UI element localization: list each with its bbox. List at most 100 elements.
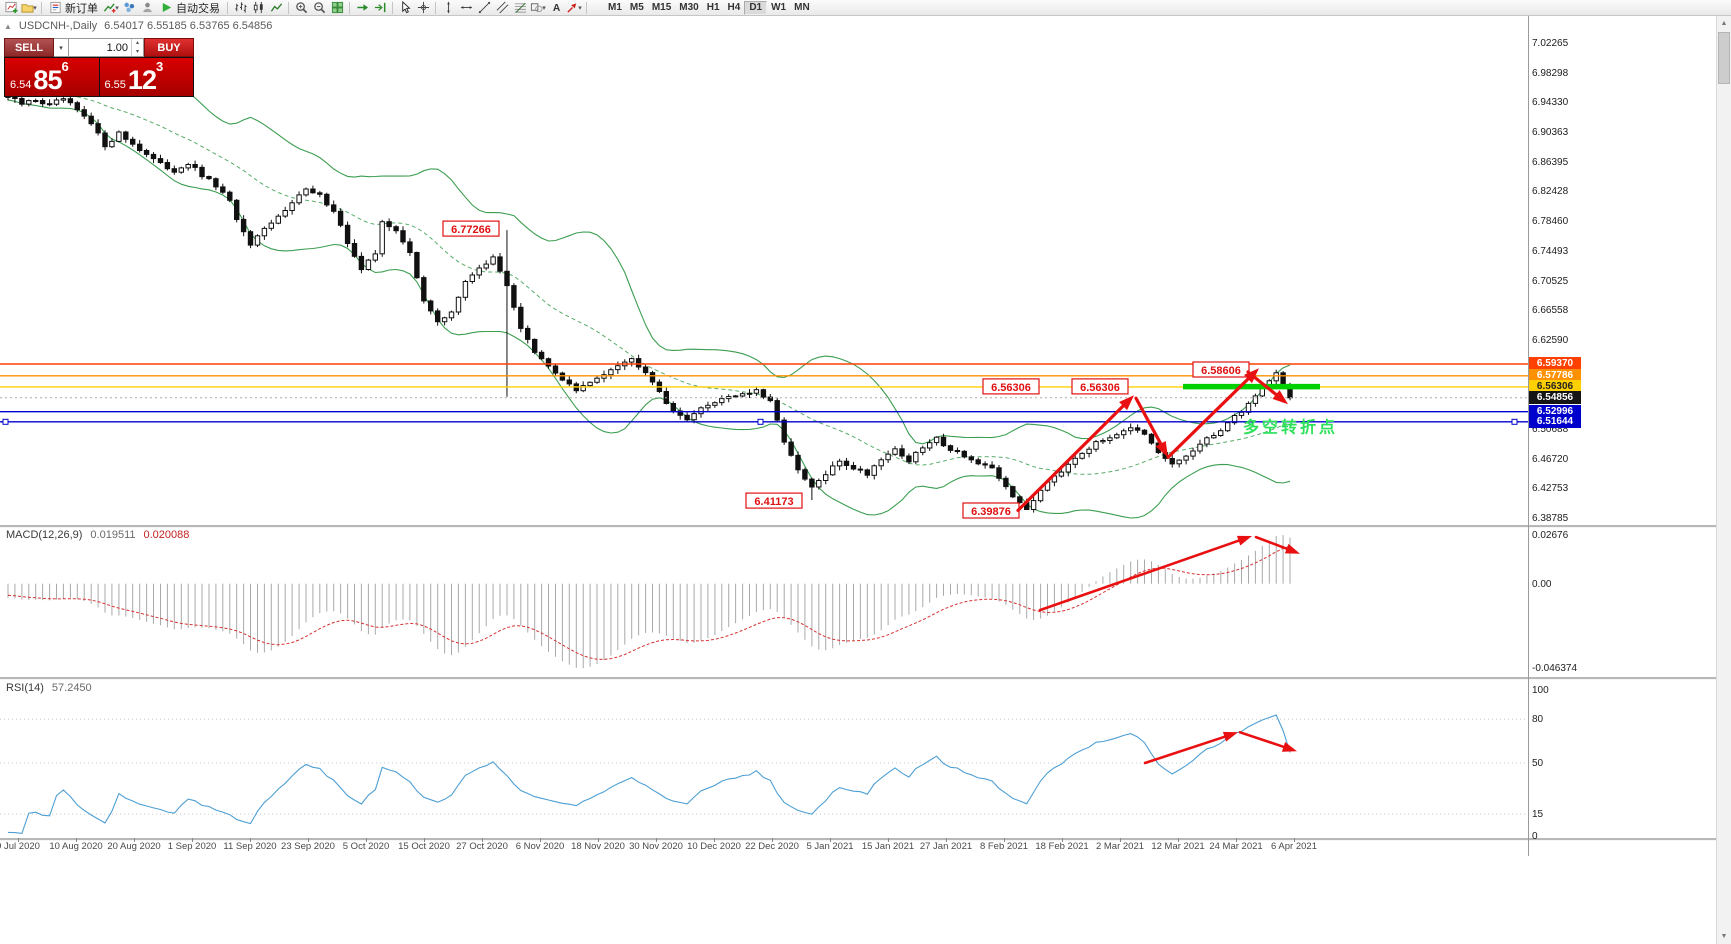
price-annotation-box[interactable] (442, 220, 500, 237)
trend-arrow[interactable] (1038, 539, 1240, 612)
zoom-in-icon[interactable] (292, 0, 310, 15)
new-chart-icon[interactable] (2, 0, 20, 15)
rsi-header: RSI(14) 57.2450 (6, 682, 92, 694)
panel-separator[interactable] (0, 525, 1731, 528)
auto-scroll-icon[interactable] (353, 0, 371, 15)
shapes-icon[interactable]: ▾ (529, 0, 547, 15)
time-axis-label: 5 Jan 2021 (806, 841, 854, 852)
timeframe-m30-button[interactable]: M30 (675, 1, 702, 15)
rsi-panel[interactable] (0, 680, 1528, 838)
trend-arrow[interactable] (1143, 735, 1226, 765)
timeframe-m5-button[interactable]: M5 (626, 1, 648, 15)
timeframe-m15-button[interactable]: M15 (648, 1, 675, 15)
timeframe-w1-button[interactable]: W1 (767, 1, 790, 15)
time-axis-label: 27 Jan 2021 (919, 841, 973, 852)
toolbar-separator (392, 1, 393, 14)
sell-button[interactable]: SELL (4, 38, 54, 57)
price-axis-label: 6.78460 (1532, 216, 1569, 228)
line-chart-icon[interactable] (267, 0, 285, 15)
accounts-icon[interactable] (138, 0, 156, 15)
scrollbar-thumb[interactable] (1718, 32, 1730, 84)
cursor-icon[interactable] (396, 0, 414, 15)
lot-decrease-button[interactable]: ▾ (135, 48, 139, 55)
equidistant-channel-icon[interactable] (493, 0, 511, 15)
crosshair-icon[interactable] (414, 0, 432, 15)
toolbar-separator (349, 1, 350, 14)
trend-arrow[interactable] (1134, 396, 1163, 446)
time-axis-label: 2 Mar 2021 (1095, 841, 1145, 852)
macd-axis-label: 0.00 (1532, 578, 1552, 590)
time-axis-tick (1120, 838, 1121, 842)
new-order-button[interactable]: 新订单 (45, 0, 102, 15)
panel-separator[interactable] (0, 677, 1731, 680)
vertical-scrollbar[interactable]: ▲ ▼ (1716, 16, 1731, 944)
scroll-down-button[interactable]: ▼ (1720, 933, 1728, 940)
macd-panel[interactable] (0, 527, 1528, 676)
rsi-value: 57.2450 (51, 682, 92, 694)
macd-value: 0.019511 (90, 529, 136, 541)
price-annotation-box[interactable] (1192, 361, 1250, 378)
tile-windows-icon[interactable] (328, 0, 346, 15)
chart-shift-icon[interactable] (371, 0, 389, 15)
chart-title: ▲ USDCNH-,Daily 6.54017 6.55185 6.53765 … (4, 20, 272, 32)
trend-arrow[interactable] (1238, 730, 1285, 749)
price-axis-label: 6.90363 (1532, 127, 1569, 139)
line-handle[interactable] (2, 418, 9, 425)
toolbar: ▾ 新订单 ▾ 自动交易 ▾ A ▾ M1 M5 M15 M30 H1 H4 D1 W1 MN (0, 0, 1731, 16)
trend-arrow[interactable] (1246, 370, 1278, 397)
price-tag-6.56306: 6.56306 (1529, 380, 1581, 394)
horizontal-line-icon[interactable] (457, 0, 475, 15)
one-click-collapse-icon[interactable]: ▲ (4, 21, 12, 31)
buy-button[interactable]: BUY (144, 38, 194, 57)
timeframe-bar: M1 M5 M15 M30 H1 H4 D1 W1 MN (604, 0, 814, 15)
price-annotation-box[interactable] (982, 378, 1040, 395)
toolbar-separator (435, 1, 436, 14)
timeframe-h4-button[interactable]: H4 (724, 1, 745, 15)
trend-arrow[interactable] (1166, 377, 1250, 459)
trend-arrow-head (1236, 535, 1252, 546)
price-chart[interactable]: 6.77266 6.41173 6.39876 6.56306 6.56306 6.586… (0, 16, 1528, 527)
timeframe-m1-button[interactable]: M1 (604, 1, 626, 15)
trendline-icon[interactable] (475, 0, 493, 15)
fibonacci-icon[interactable] (511, 0, 529, 15)
trend-arrow[interactable] (1254, 535, 1288, 551)
price-axis-label: 6.98298 (1532, 67, 1569, 79)
price-tag-6.59370: 6.59370 (1529, 357, 1581, 371)
trend-arrow[interactable] (1016, 404, 1125, 512)
bar-chart-icon[interactable] (231, 0, 249, 15)
time-axis-separator (0, 838, 1731, 841)
indicator-windows-icon[interactable] (120, 0, 138, 15)
lot-increase-button[interactable]: ▴ (135, 40, 139, 46)
price-annotation-box[interactable] (1071, 378, 1129, 395)
price-tag-6.57786: 6.57786 (1529, 369, 1581, 383)
buy-price-small: 6.55 (104, 79, 126, 91)
text-label-icon[interactable]: A (547, 0, 565, 15)
chart-ohlc-values: 6.54017 6.55185 6.53765 6.54856 (104, 20, 273, 32)
sell-price-tile[interactable]: 6.54 85 6 (5, 58, 99, 96)
scroll-up-button[interactable]: ▲ (1720, 20, 1728, 27)
zoom-out-icon[interactable] (310, 0, 328, 15)
time-axis-tick (1004, 838, 1005, 842)
price-axis-label: 7.02265 (1532, 38, 1569, 49)
chart-profiles-icon[interactable]: ▾ (20, 0, 38, 15)
timeframe-d1-button[interactable]: D1 (744, 0, 768, 15)
price-annotation-box[interactable] (745, 492, 803, 509)
arrows-icon[interactable]: ▾ (565, 0, 583, 15)
line-handle[interactable] (1511, 418, 1518, 425)
buy-price-tile[interactable]: 6.55 12 3 (99, 58, 193, 96)
indicators-icon[interactable]: ▾ (102, 0, 120, 15)
trend-arrow-head (1284, 543, 1300, 554)
time-axis-tick (76, 838, 77, 842)
candle-chart-icon[interactable] (249, 0, 267, 15)
sell-price-sup: 6 (61, 59, 69, 74)
lot-size-input[interactable]: 1.00 ▴ ▾ (69, 38, 144, 57)
bollinger-lower-band (7, 99, 1291, 519)
line-handle[interactable] (757, 418, 764, 425)
timeframe-h1-button[interactable]: H1 (703, 1, 724, 15)
order-type-dropdown[interactable]: ▾ (54, 38, 69, 57)
rsi-label: RSI(14) (6, 682, 44, 694)
auto-trading-button[interactable]: 自动交易 (156, 0, 224, 15)
time-axis-tick (830, 838, 831, 842)
vertical-line-icon[interactable] (439, 0, 457, 15)
timeframe-mn-button[interactable]: MN (790, 1, 814, 15)
